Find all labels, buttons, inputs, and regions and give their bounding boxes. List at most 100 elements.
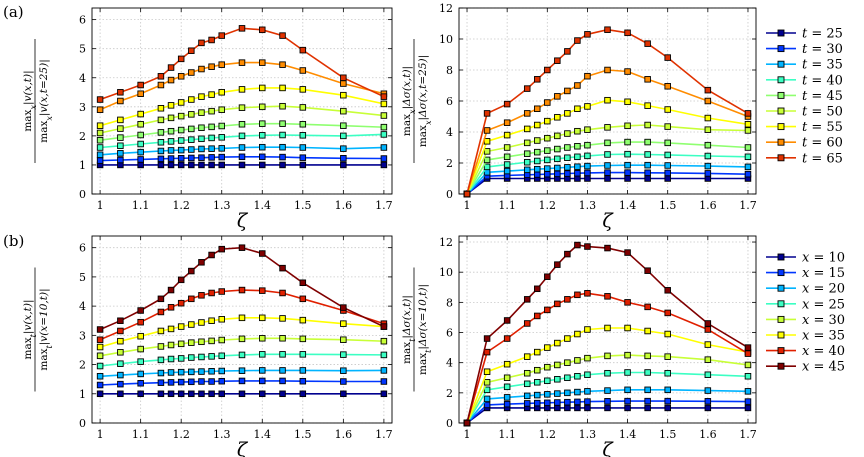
data-point	[157, 73, 165, 80]
data-point	[238, 132, 246, 140]
data-point	[208, 378, 215, 385]
legend-marker	[777, 347, 785, 355]
data-point	[218, 145, 225, 152]
data-point	[238, 144, 246, 151]
data-point	[167, 355, 175, 363]
data-point	[259, 287, 266, 294]
x-tick-label: 1.5	[294, 428, 312, 441]
legend-label: x = 10	[802, 251, 845, 266]
data-point	[218, 367, 225, 375]
data-point	[523, 296, 531, 303]
data-point	[137, 156, 144, 163]
data-point	[584, 326, 591, 333]
data-point	[259, 377, 266, 385]
data-point	[208, 289, 215, 297]
data-point	[96, 106, 104, 113]
data-point	[259, 120, 266, 127]
legend-marker	[777, 107, 785, 115]
data-point	[744, 398, 752, 405]
data-point	[177, 99, 185, 106]
x-tick-label: 1.2	[539, 199, 557, 212]
data-point	[208, 123, 215, 131]
data-point	[704, 162, 712, 170]
y-label-numerator: maxt|Δσ(x,t)|	[401, 295, 417, 364]
legend-item: x = 10	[766, 251, 845, 266]
data-point	[584, 243, 591, 250]
x-tick-label: 1.7	[739, 428, 757, 441]
legend-marker	[777, 91, 785, 99]
data-point	[96, 381, 104, 389]
data-point	[664, 386, 671, 394]
data-point	[644, 397, 651, 405]
y-tick-label: 6	[446, 95, 453, 108]
legend-label: t = 50	[802, 105, 843, 120]
y-tick-label: 12	[439, 236, 453, 249]
series-t-55	[96, 84, 388, 129]
data-point	[624, 68, 631, 75]
data-point	[574, 241, 581, 249]
data-point	[340, 390, 347, 398]
series-t-60	[463, 66, 752, 198]
data-point	[554, 132, 561, 140]
data-point	[523, 320, 531, 327]
series-line	[466, 327, 749, 424]
series-line	[466, 171, 749, 195]
data-point	[380, 378, 388, 385]
data-point	[167, 369, 175, 376]
data-point	[554, 300, 561, 308]
data-point	[664, 404, 671, 412]
series-t-45	[463, 138, 752, 198]
legend-marker	[777, 45, 785, 53]
data-point	[198, 124, 205, 131]
data-point	[279, 61, 286, 68]
data-point	[117, 349, 124, 356]
y-tick-label: 2	[79, 359, 86, 372]
data-point	[604, 169, 611, 176]
data-point	[664, 397, 671, 405]
data-point	[624, 249, 631, 256]
data-point	[534, 148, 541, 156]
data-point	[117, 380, 124, 388]
data-point	[624, 161, 631, 169]
data-point	[574, 175, 581, 182]
data-point	[188, 154, 195, 162]
data-point	[208, 91, 215, 98]
y-tick-label: 3	[79, 329, 86, 342]
data-point	[198, 378, 205, 385]
series-x-35	[96, 314, 388, 351]
data-point	[544, 170, 551, 178]
data-point	[340, 145, 347, 152]
data-point	[188, 161, 195, 169]
data-point	[523, 110, 531, 117]
data-point	[177, 390, 185, 398]
data-point	[544, 363, 551, 371]
legend-marker	[777, 315, 785, 323]
data-point	[744, 153, 752, 161]
data-point	[604, 352, 611, 360]
legend-label: t = 30	[802, 42, 843, 57]
data-point	[704, 320, 712, 327]
series-line	[466, 400, 749, 424]
data-point	[198, 368, 205, 375]
data-point	[624, 169, 631, 176]
legend-label: x = 45	[802, 360, 845, 375]
legend-marker	[777, 154, 785, 162]
data-point	[218, 390, 225, 398]
data-point	[380, 367, 388, 374]
legend-marker	[777, 76, 785, 84]
data-point	[157, 369, 165, 377]
data-point	[483, 386, 491, 394]
data-point	[177, 55, 185, 63]
x-tick-label: 1.2	[172, 199, 190, 212]
data-point	[177, 137, 185, 144]
data-point	[218, 106, 225, 113]
x-tick-label: 1.5	[659, 199, 677, 212]
plot-frame	[91, 235, 393, 424]
data-point	[117, 390, 124, 398]
data-point	[238, 25, 246, 32]
data-point	[340, 161, 347, 169]
data-point	[117, 116, 124, 124]
data-point	[208, 390, 215, 398]
data-point	[198, 161, 205, 169]
